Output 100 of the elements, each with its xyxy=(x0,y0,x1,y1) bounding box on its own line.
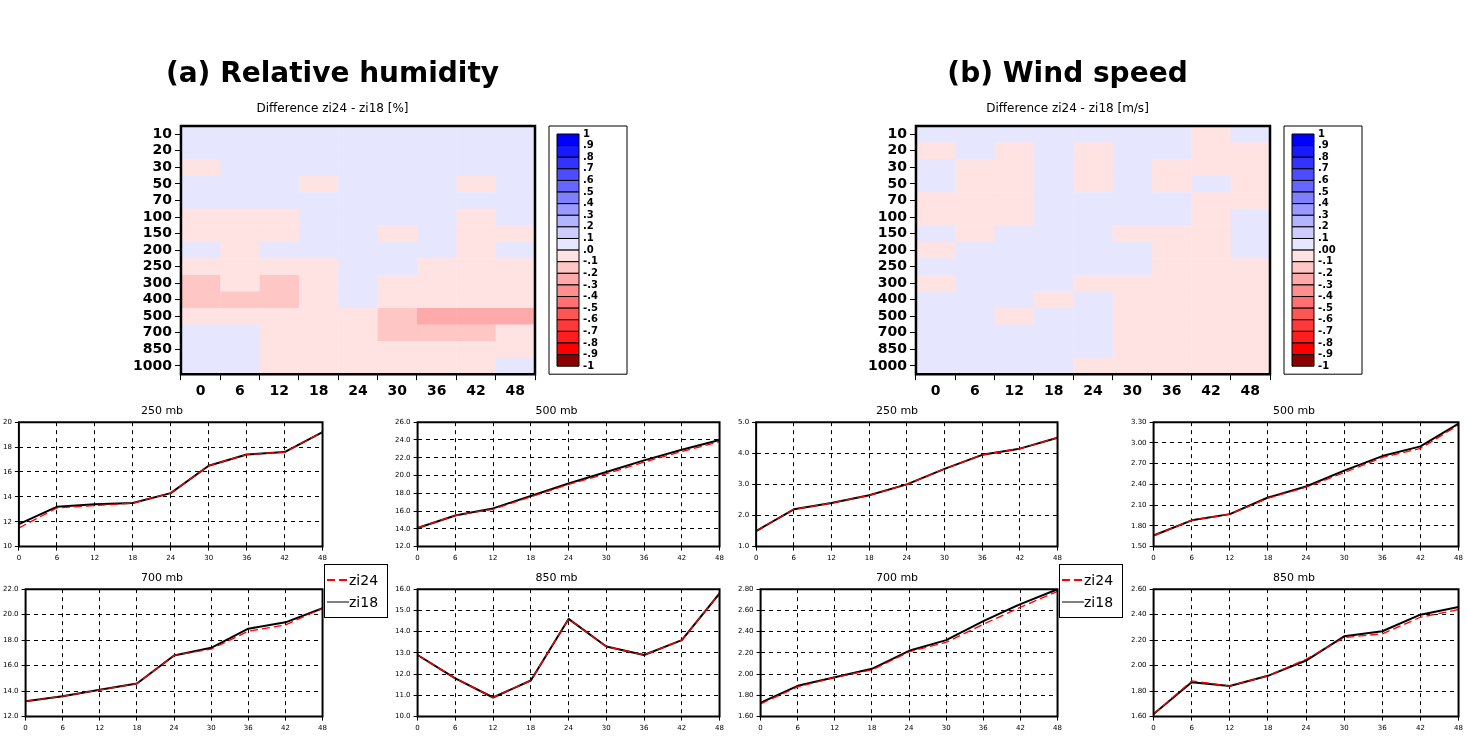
color-bar-label: 1 xyxy=(583,127,590,139)
x-tick-label: 18 xyxy=(308,382,329,399)
y-tick-label: 500 xyxy=(142,306,173,323)
chart-title: 850 mb xyxy=(535,571,578,585)
chart-title: (b) Wind speed xyxy=(947,56,1188,90)
y-tick-label: 50 xyxy=(152,174,173,191)
color-bar-label: -.6 xyxy=(583,313,598,325)
color-bar-label: .5 xyxy=(583,185,594,197)
color-bar-label: .7 xyxy=(1318,162,1329,174)
color-bar-label: -.1 xyxy=(583,255,598,267)
x-tick-label: 48 xyxy=(1240,382,1261,399)
color-bar-label: .3 xyxy=(1318,208,1329,220)
y-tick-label: 700 xyxy=(877,323,908,340)
color-bar-label: .8 xyxy=(583,150,594,162)
x-tick-label: 6 xyxy=(970,382,980,399)
x-tick-label: 42 xyxy=(466,382,486,399)
color-bar-label: -.2 xyxy=(583,266,598,278)
x-tick-label: 0 xyxy=(195,382,206,399)
y-tick-label: 1000 xyxy=(133,356,173,373)
color-bar-label: -.2 xyxy=(1318,266,1333,278)
y-tick-label: 100 xyxy=(877,207,908,224)
color-bar-label: -.5 xyxy=(1318,301,1333,313)
y-tick-label: 20 xyxy=(887,141,908,158)
y-tick-label: 250 xyxy=(877,257,908,274)
color-bar-label: .4 xyxy=(583,197,594,209)
y-tick-label: 400 xyxy=(142,290,173,307)
color-bar-label: .7 xyxy=(583,162,594,174)
x-tick-label: 6 xyxy=(235,382,245,399)
y-tick-label: 850 xyxy=(142,340,173,357)
color-bar-label: -.7 xyxy=(583,324,598,336)
x-tick-label: 24 xyxy=(348,382,368,399)
color-bar-label: -1 xyxy=(1318,359,1330,371)
color-bar-label: .2 xyxy=(1318,220,1329,232)
x-tick-label: 48 xyxy=(505,382,526,399)
chart-title: 250 mb xyxy=(140,404,184,418)
legend-label: zi18 xyxy=(1084,594,1114,610)
x-tick-label: 18 xyxy=(1043,382,1064,399)
color-bar-label: 1 xyxy=(1318,127,1325,139)
color-bar-label: -.5 xyxy=(583,301,598,313)
color-bar-label: -.4 xyxy=(1318,290,1333,302)
y-tick-label: 100 xyxy=(142,207,173,224)
chart-subtitle: Difference zi24 - zi18 [%] xyxy=(256,100,409,115)
x-tick-label: 42 xyxy=(1201,382,1221,399)
color-bar-label: .9 xyxy=(583,139,594,151)
x-tick-label: 36 xyxy=(426,382,447,399)
color-bar-label: .4 xyxy=(1318,197,1329,209)
color-bar-label: -1 xyxy=(583,359,595,371)
y-tick-label: 70 xyxy=(152,191,173,208)
y-tick-label: 70 xyxy=(887,191,908,208)
color-bar-label: .9 xyxy=(1318,139,1329,151)
chart-subtitle: Difference zi24 - zi18 [m/s] xyxy=(986,100,1149,115)
chart-title: 850 mb xyxy=(1272,571,1316,585)
y-tick-label: 30 xyxy=(152,158,173,175)
color-bar-label: -.7 xyxy=(1318,324,1333,336)
color-bar-label: -.1 xyxy=(1318,255,1333,267)
x-tick-label: 24 xyxy=(1083,382,1103,399)
color-bar-label: .8 xyxy=(1318,150,1329,162)
x-tick-label: 36 xyxy=(1161,382,1182,399)
y-tick-label: 30 xyxy=(887,158,908,175)
color-bar-label: .0 xyxy=(583,243,594,255)
y-tick-label: 400 xyxy=(877,290,908,307)
y-tick-label: 500 xyxy=(877,306,908,323)
y-tick-label: 300 xyxy=(877,273,908,290)
color-bar-label: .2 xyxy=(583,220,594,232)
y-tick-label: 200 xyxy=(142,240,173,257)
color-bar-label: .6 xyxy=(1318,174,1329,186)
color-bar-label: -.8 xyxy=(583,336,598,348)
color-bar-label: .3 xyxy=(583,208,594,220)
chart-title: 250 mb xyxy=(875,404,919,418)
legend-label: zi18 xyxy=(349,594,379,610)
x-tick-label: 12 xyxy=(1004,382,1025,399)
color-bar-label: .6 xyxy=(583,174,594,186)
chart-title: 500 mb xyxy=(1272,404,1316,418)
color-bar-label: -.9 xyxy=(1318,348,1333,360)
color-bar-label: .1 xyxy=(1318,232,1329,244)
color-bar-label: .1 xyxy=(583,232,594,244)
x-tick-label: 12 xyxy=(269,382,290,399)
legend-label: zi24 xyxy=(349,572,379,588)
chart-title: 700 mb xyxy=(140,571,184,585)
color-bar-label: -.4 xyxy=(583,290,598,302)
color-bar-label: .00 xyxy=(1318,243,1336,255)
chart-title: 500 mb xyxy=(535,404,578,418)
y-tick-label: 300 xyxy=(142,273,173,290)
y-tick-label: 10 xyxy=(152,124,173,141)
chart-title: (a) Relative humidity xyxy=(165,56,500,90)
color-bar-label: -.9 xyxy=(583,348,598,360)
color-bar-label: -.6 xyxy=(1318,313,1333,325)
color-bar-label: -.8 xyxy=(1318,336,1333,348)
legend-label: zi24 xyxy=(1084,572,1114,588)
y-tick-label: 50 xyxy=(887,174,908,191)
x-tick-label: 0 xyxy=(930,382,941,399)
y-tick-label: 150 xyxy=(142,224,173,241)
color-bar-label: -.3 xyxy=(1318,278,1333,290)
y-tick-label: 850 xyxy=(877,340,908,357)
chart-title: 700 mb xyxy=(875,571,919,585)
y-tick-label: 200 xyxy=(877,240,908,257)
y-tick-label: 10 xyxy=(887,124,908,141)
y-tick-label: 250 xyxy=(142,257,173,274)
y-tick-label: 20 xyxy=(152,141,173,158)
y-tick-label: 150 xyxy=(877,224,908,241)
